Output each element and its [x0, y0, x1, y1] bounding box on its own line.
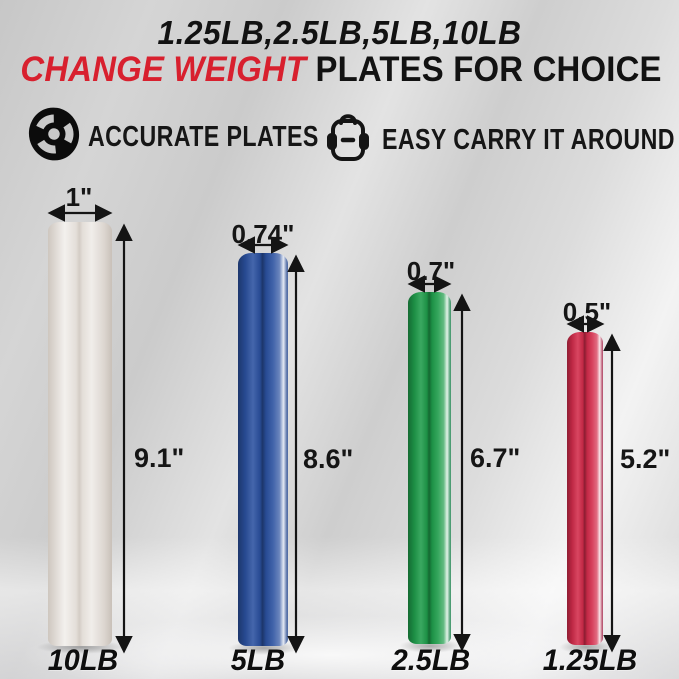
thickness-label-10lb: 1": [65, 182, 93, 212]
page-title: 1.25LB,2.5LB,5LB,10LB: [157, 14, 522, 51]
height-label-1-25lb: 5.2": [620, 444, 671, 474]
plate-5lb: [238, 253, 288, 646]
page-subtitle: CHANGE WEIGHT PLATES FOR CHOICE: [20, 50, 661, 90]
weight-label-1-25lb: 1.25LB: [542, 644, 638, 677]
plate-1-25lb: [567, 332, 603, 645]
height-label-5lb: 8.6": [303, 444, 354, 474]
weight-plate-icon: [26, 105, 82, 168]
plate-10lb: [48, 222, 112, 646]
backpack-icon: [326, 111, 370, 168]
title-highlight: CHANGE WEIGHT: [20, 50, 307, 89]
feature-label-carry: EASY CARRY IT AROUND: [382, 124, 675, 156]
weight-label-5lb: 5LB: [230, 644, 286, 677]
height-label-2-5lb: 6.7": [470, 443, 521, 473]
thickness-label-1-25lb: 0.5": [562, 297, 612, 327]
plate-2-5lb: [408, 292, 451, 644]
title-rest: PLATES FOR CHOICE: [306, 50, 662, 89]
feature-label-accurate: ACCURATE PLATES: [88, 121, 319, 153]
thickness-label-5lb: 0.74": [231, 219, 295, 249]
thickness-label-2-5lb: 0.7": [406, 256, 456, 286]
weight-label-10lb: 10LB: [47, 644, 119, 677]
weight-label-2-5lb: 2.5LB: [391, 644, 471, 677]
height-label-10lb: 9.1": [134, 443, 185, 473]
